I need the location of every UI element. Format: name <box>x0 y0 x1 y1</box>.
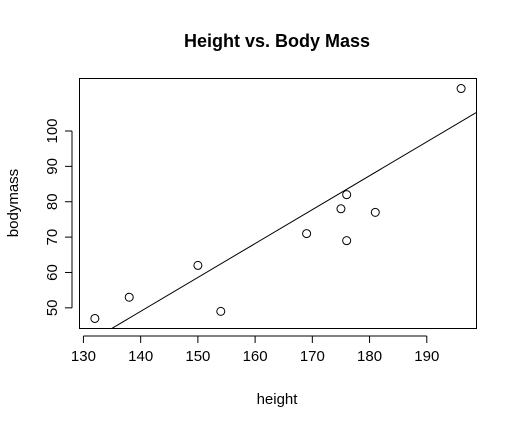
data-point <box>342 236 352 246</box>
y-tick-label: 60 <box>44 264 61 281</box>
x-axis-label: height <box>257 391 299 408</box>
data-point <box>336 204 346 214</box>
x-tick-label: 130 <box>71 348 96 365</box>
data-point <box>370 207 380 217</box>
y-tick-label: 80 <box>44 193 61 210</box>
data-point <box>456 84 466 94</box>
data-point <box>342 190 352 200</box>
y-tick-label: 90 <box>44 158 61 175</box>
y-tick-label: 70 <box>44 229 61 246</box>
data-point <box>216 306 226 316</box>
regression-line <box>111 112 476 328</box>
plot-frame <box>79 78 477 329</box>
data-point <box>124 292 134 302</box>
x-tick-label: 190 <box>414 348 439 365</box>
y-axis: 50 60 70 80 90 100 <box>44 118 73 316</box>
x-axis: 130 140 150 160 170 180 190 <box>71 335 439 365</box>
x-tick-label: 170 <box>300 348 325 365</box>
x-tick-label: 140 <box>128 348 153 365</box>
data-point <box>90 313 100 323</box>
data-point <box>193 260 203 270</box>
y-tick-label: 100 <box>44 118 61 143</box>
x-tick-label: 150 <box>185 348 210 365</box>
data-point <box>302 229 312 239</box>
chart-title: Height vs. Body Mass <box>184 31 370 51</box>
x-tick-label: 160 <box>243 348 268 365</box>
y-axis-label: bodymass <box>5 169 22 237</box>
y-tick-label: 50 <box>44 299 61 316</box>
plot-area <box>90 84 476 328</box>
x-tick-label: 180 <box>357 348 382 365</box>
